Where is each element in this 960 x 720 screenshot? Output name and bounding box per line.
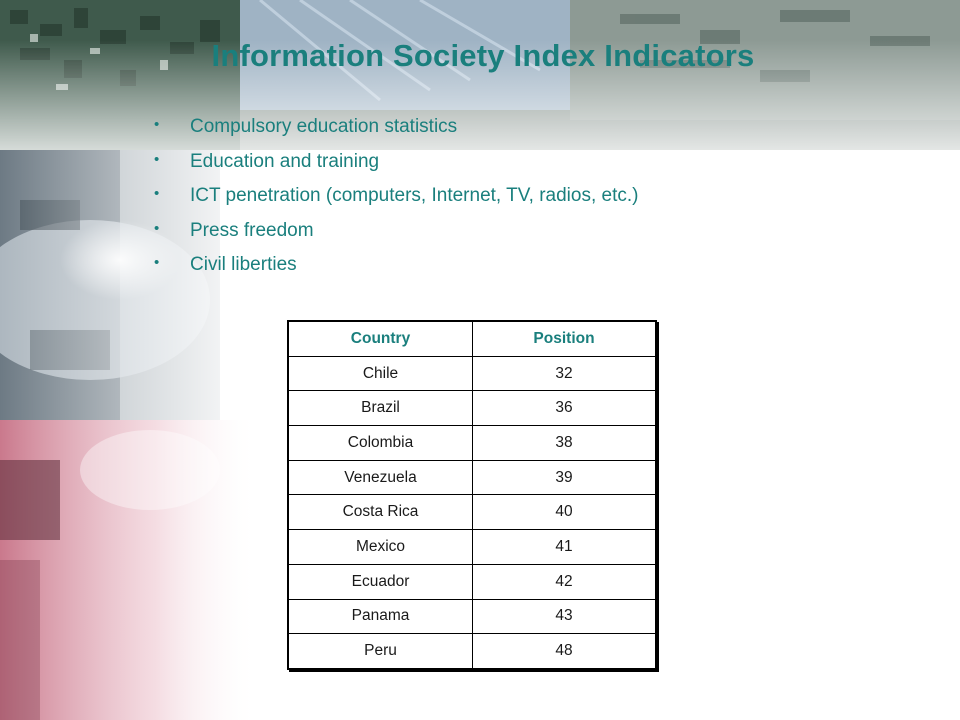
position-cell: 32 bbox=[472, 355, 657, 392]
country-cell: Costa Rica bbox=[287, 494, 473, 531]
bullet-icon: • bbox=[154, 219, 160, 237]
country-cell: Peru bbox=[287, 633, 473, 670]
list-item: • ICT penetration (computers, Internet, T… bbox=[154, 179, 638, 214]
country-cell: Chile bbox=[287, 355, 473, 392]
bullet-icon: • bbox=[154, 116, 160, 133]
country-cell: Brazil bbox=[287, 390, 473, 427]
list-item: • Civil liberties bbox=[154, 248, 638, 283]
position-cell: 38 bbox=[472, 425, 657, 461]
table-row: Peru 48 bbox=[287, 633, 657, 670]
slide-title: Information Society Index Indicators bbox=[211, 38, 755, 73]
position-cell: 40 bbox=[472, 494, 657, 531]
position-cell: 41 bbox=[472, 529, 657, 565]
bullet-text: Education and training bbox=[190, 150, 380, 172]
country-cell: Panama bbox=[287, 598, 473, 635]
table-row: Costa Rica 40 bbox=[287, 494, 657, 531]
table-row: Ecuador 42 bbox=[287, 563, 657, 600]
bullet-text: ICT penetration (computers, Internet, TV… bbox=[190, 185, 639, 206]
position-cell: 43 bbox=[472, 598, 657, 635]
country-cell: Colombia bbox=[287, 425, 473, 461]
country-ranking-table: Country Position Chile 32 Brazil 36 Colo… bbox=[287, 319, 657, 670]
header-position: Position bbox=[472, 319, 657, 357]
list-item: • Education and training bbox=[154, 145, 638, 180]
table-row: Colombia 38 bbox=[287, 425, 657, 461]
table-row: Chile 32 bbox=[287, 355, 657, 392]
country-cell: Venezuela bbox=[287, 459, 473, 496]
list-item: • Press freedom bbox=[154, 214, 638, 249]
country-cell: Mexico bbox=[287, 529, 473, 565]
position-cell: 42 bbox=[472, 563, 657, 600]
table-header-row: Country Position bbox=[287, 319, 657, 357]
position-cell: 39 bbox=[472, 459, 657, 496]
table-row: Venezuela 39 bbox=[287, 459, 657, 496]
country-cell: Ecuador bbox=[287, 563, 473, 600]
bullet-icon: • bbox=[154, 254, 160, 271]
table-row: Mexico 41 bbox=[287, 529, 657, 565]
position-cell: 48 bbox=[472, 633, 657, 670]
bullet-text: Civil liberties bbox=[190, 254, 297, 275]
list-item: • Compulsory education statistics bbox=[154, 110, 638, 145]
header-country: Country bbox=[287, 319, 473, 357]
bullet-icon: • bbox=[154, 185, 160, 202]
bullet-text: Press freedom bbox=[190, 219, 314, 241]
bullet-text: Compulsory education statistics bbox=[190, 116, 458, 137]
table-row: Brazil 36 bbox=[287, 390, 657, 427]
position-cell: 36 bbox=[472, 390, 657, 427]
indicator-list: • Compulsory education statistics • Educat… bbox=[154, 110, 638, 283]
table-row: Panama 43 bbox=[287, 598, 657, 635]
bullet-icon: • bbox=[154, 150, 160, 168]
